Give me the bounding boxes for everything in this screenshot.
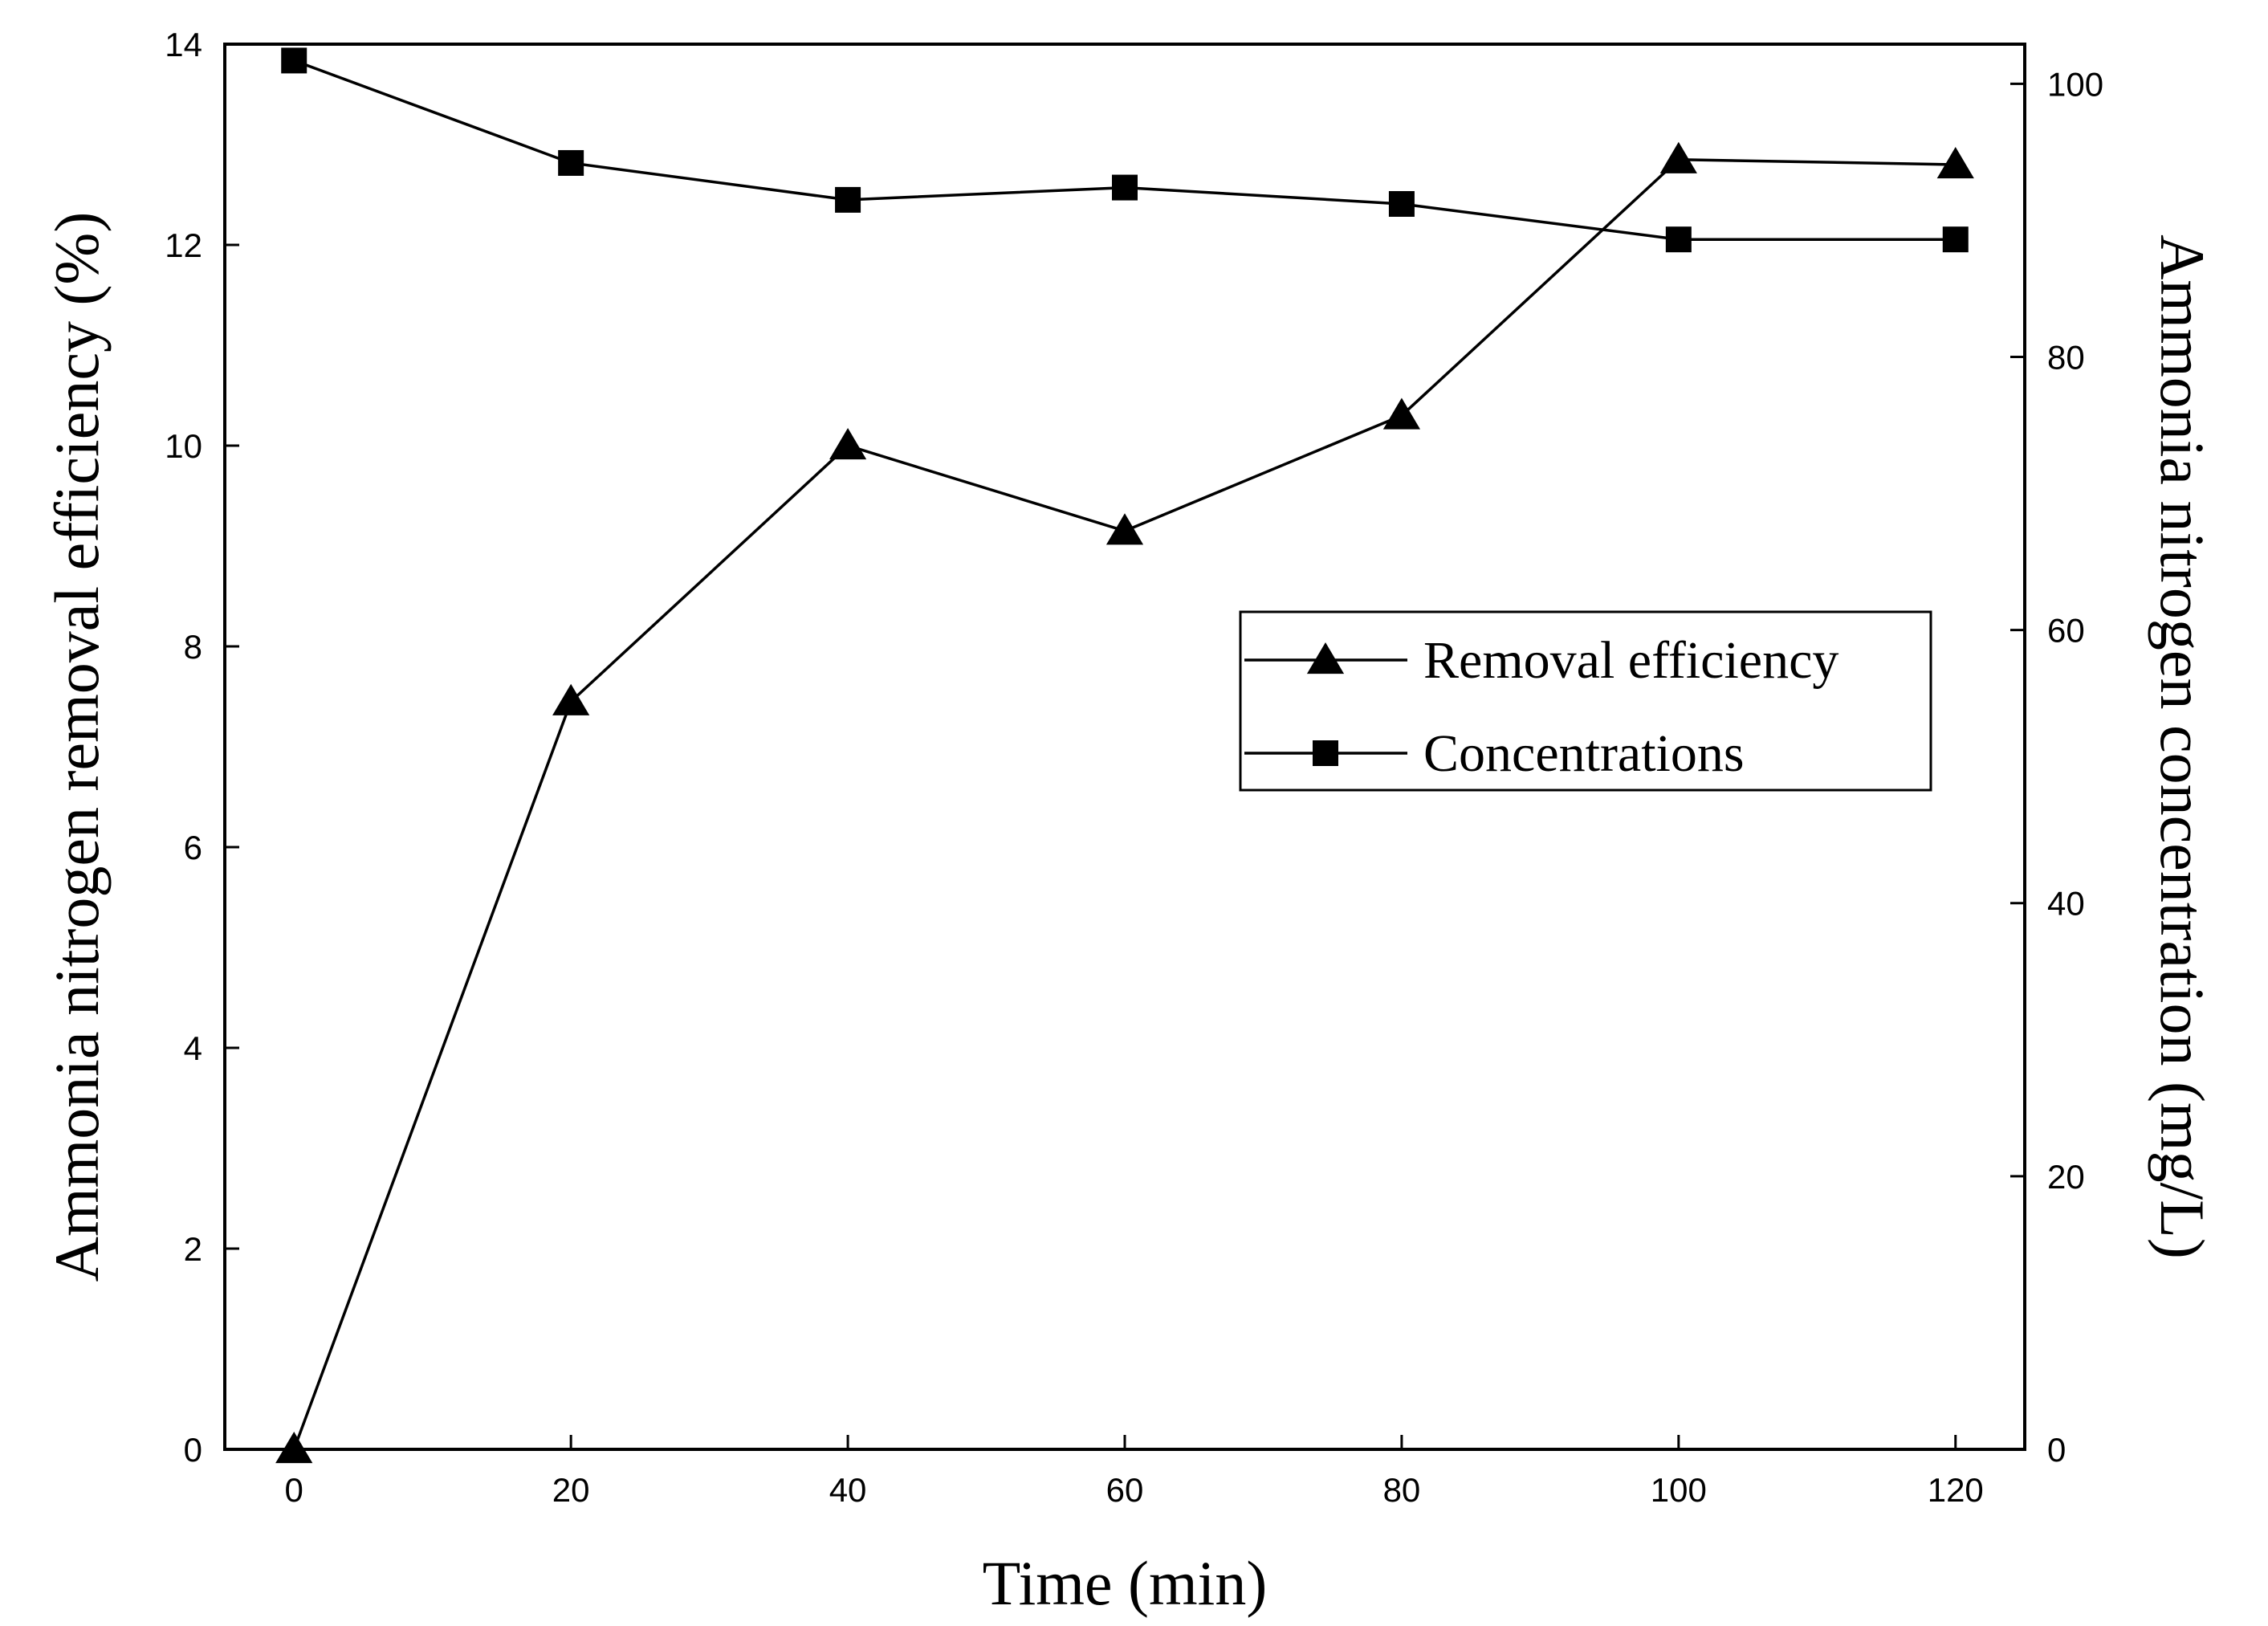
x-tick-label: 60 <box>1106 1471 1144 1509</box>
removal-efficiency-point <box>1382 397 1421 430</box>
y2-axis-title: Ammonia nitrogen concentration (mg/L) <box>2148 234 2217 1259</box>
y2-tick-label: 80 <box>2047 338 2085 376</box>
concentrations-point <box>1388 190 1415 217</box>
legend-square-icon <box>1313 740 1338 766</box>
x-tick-label: 20 <box>552 1471 590 1509</box>
y-tick-label: 4 <box>184 1029 202 1067</box>
y-tick-label: 0 <box>184 1431 202 1469</box>
y2-tick-label: 20 <box>2047 1158 2085 1196</box>
concentrations-point <box>835 186 861 213</box>
removal-efficiency-point <box>552 683 590 715</box>
tick-group: 0 20 40 60 80 100 120 0 2 4 6 8 10 12 14 0 20 40 60 80 100 <box>165 26 2103 1509</box>
y-tick-label: 6 <box>184 829 202 866</box>
x-tick-label: 120 <box>1928 1471 1984 1509</box>
y2-tick-label: 100 <box>2047 65 2103 103</box>
removal-efficiency-point <box>1105 513 1144 545</box>
x-tick-label: 40 <box>829 1471 867 1509</box>
concentrations-point <box>558 149 584 176</box>
x-tick-label: 80 <box>1383 1471 1421 1509</box>
y-tick-label: 14 <box>165 26 202 63</box>
concentrations-point <box>281 47 307 74</box>
y2-tick-label: 40 <box>2047 885 2085 923</box>
legend-box <box>1239 610 1932 792</box>
removal-efficiency-point <box>1936 147 1974 179</box>
legend-label: Concentrations <box>1423 724 1745 783</box>
concentrations-point <box>1112 174 1138 201</box>
removal-efficiency-point <box>829 428 867 460</box>
x-axis-title: Time (min) <box>983 1548 1268 1618</box>
y-tick-label: 12 <box>165 226 202 264</box>
axis-titles: Time (min) Ammonia nitrogen removal effi… <box>42 212 2217 1618</box>
x-tick-label: 100 <box>1651 1471 1707 1509</box>
series-markers <box>275 47 1974 1464</box>
legend-triangle-icon <box>1306 642 1345 674</box>
y2-tick-label: 0 <box>2047 1431 2066 1469</box>
legend: Removal efficiency Concentrations <box>1239 610 1932 792</box>
concentrations-point <box>1942 226 1969 253</box>
removal-efficiency-point <box>275 1432 313 1464</box>
y-axis-title: Ammonia nitrogen removal efficiency (%) <box>42 212 112 1282</box>
y-tick-label: 8 <box>184 628 202 666</box>
removal-efficiency-point <box>1659 141 1697 173</box>
y2-tick-label: 60 <box>2047 612 2085 650</box>
x-tick-label: 0 <box>285 1471 303 1509</box>
y-tick-label: 2 <box>184 1230 202 1268</box>
concentrations-point <box>1665 226 1692 253</box>
y-tick-label: 10 <box>165 427 202 465</box>
legend-label: Removal efficiency <box>1423 631 1838 690</box>
